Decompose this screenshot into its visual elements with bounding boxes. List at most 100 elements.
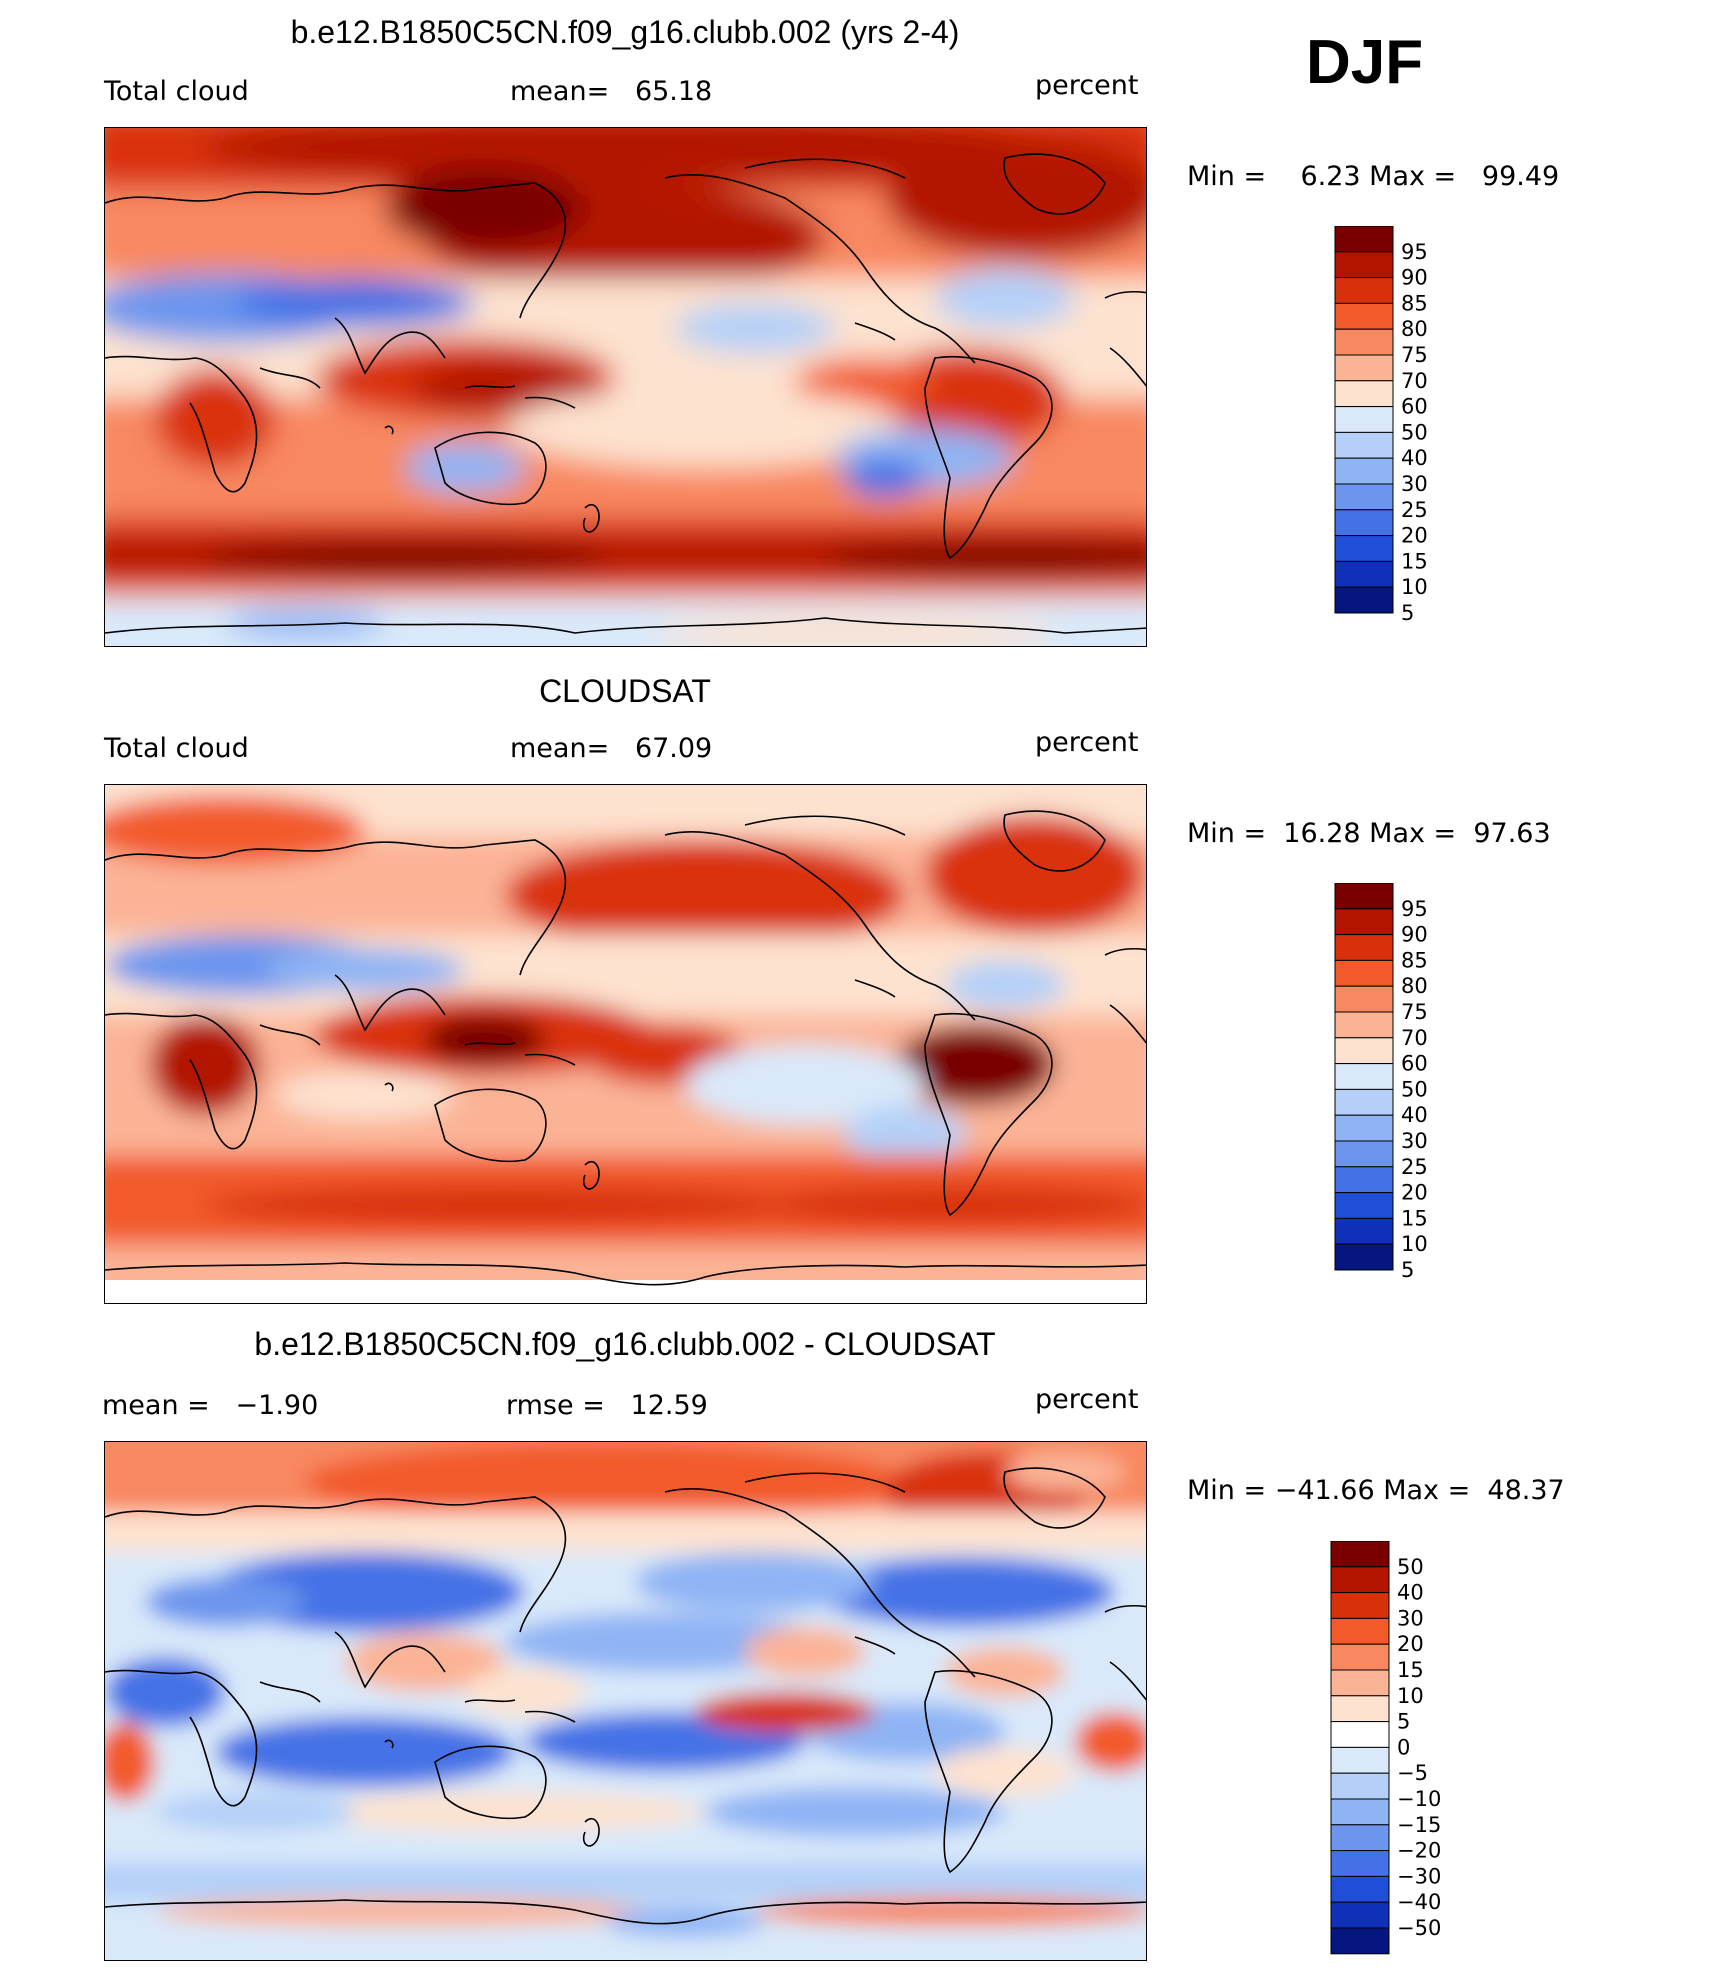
panel-3-mean-label: mean = −1.90 [102,1390,319,1421]
colorbar-tick-label: 40 [1397,1581,1424,1605]
panel-1-mean-label: mean= 65.18 [510,76,713,107]
colorbar-swatch [1334,251,1394,279]
panel-1-variable-label: Total cloud [104,76,249,107]
colorbar-swatch [1330,1617,1390,1645]
colorbar-tick-label: 90 [1401,923,1428,947]
panel-1-title: b.e12.B1850C5CN.f09_g16.clubb.002 (yrs 2… [290,14,960,50]
colorbar-tick-label: 70 [1401,369,1428,393]
colorbar-tick-label: 95 [1401,897,1428,921]
colorbar-swatch [1334,883,1394,910]
colorbar-swatch [1334,1217,1394,1245]
season-label: DJF [1306,28,1424,97]
colorbar-tick-label: 10 [1401,1232,1428,1256]
colorbar-tick-label: 70 [1401,1026,1428,1050]
colorbar-tick-label: 10 [1397,1684,1424,1708]
colorbar-tick-label: 5 [1401,1258,1414,1282]
colorbar-swatch [1334,431,1394,459]
colorbar-tick-label: 40 [1401,1103,1428,1127]
colorbar-tick-label: 60 [1401,395,1428,419]
colorbar-tick-label: 40 [1401,446,1428,470]
colorbar-tick-label: 80 [1401,974,1428,998]
colorbar-swatch [1334,1063,1394,1090]
colorbar-tick-label: 85 [1401,948,1428,972]
colorbar-tick-label: 20 [1397,1632,1424,1656]
colorbar-swatch [1330,1746,1390,1774]
colorbar-swatch [1334,1114,1394,1142]
colorbar-swatch [1330,1643,1390,1671]
panel-3-minmax: Min = −41.66 Max = 48.37 [1187,1475,1565,1506]
colorbar-swatch [1334,1088,1394,1116]
colorbar-tick-label: 15 [1401,549,1428,573]
colorbar-tick-label: −15 [1397,1813,1441,1837]
colorbar-tick-label: 30 [1401,1129,1428,1153]
panel-2-colorbar-swatches [1334,883,1394,1271]
colorbar-swatch [1334,934,1394,961]
panel-1-minmax: Min = 6.23 Max = 99.49 [1187,161,1560,192]
colorbar-swatch [1334,483,1394,511]
panel-2-title: CLOUDSAT [539,673,711,709]
colorbar-swatch [1334,226,1394,253]
colorbar-swatch [1330,1875,1390,1903]
colorbar-tick-label: 5 [1401,601,1414,625]
colorbar-tick-label: 30 [1397,1606,1424,1630]
panel-3-units-label: percent [1035,1384,1139,1415]
colorbar-tick-label: 50 [1397,1555,1424,1579]
colorbar-swatch [1334,509,1394,537]
panel-1-colorbar-swatches [1334,226,1394,614]
colorbar-tick-label: 80 [1401,317,1428,341]
colorbar-tick-label: 85 [1401,291,1428,315]
colorbar-tick-label: 95 [1401,240,1428,264]
colorbar-swatch [1334,277,1394,304]
colorbar-swatch [1334,1011,1394,1039]
colorbar-swatch [1330,1695,1390,1723]
colorbar-swatch [1330,1901,1390,1929]
colorbar-swatch [1334,1243,1394,1271]
colorbar-tick-label: 90 [1401,266,1428,290]
colorbar-swatch [1330,1798,1390,1826]
colorbar-swatch [1330,1669,1390,1697]
panel-1-map [104,127,1147,647]
colorbar-tick-label: 5 [1397,1710,1410,1734]
colorbar-swatch [1330,1566,1390,1594]
panel-3-title: b.e12.B1850C5CN.f09_g16.clubb.002 - CLOU… [254,1326,996,1362]
colorbar-tick-label: −30 [1397,1864,1441,1888]
panel-2-variable-label: Total cloud [104,733,249,764]
colorbar-swatch [1330,1592,1390,1619]
colorbar-swatch [1334,354,1394,382]
colorbar-swatch [1334,959,1394,987]
colorbar-swatch [1334,985,1394,1013]
panel-2-units-label: percent [1035,727,1139,758]
colorbar-tick-label: −20 [1397,1839,1441,1863]
colorbar-swatch [1334,1166,1394,1194]
colorbar-tick-label: 75 [1401,1000,1428,1024]
colorbar-swatch [1334,535,1394,562]
colorbar-tick-label: 20 [1401,1181,1428,1205]
colorbar-swatch [1334,328,1394,356]
colorbar-swatch [1330,1927,1390,1955]
colorbar-swatch [1334,380,1394,408]
colorbar-tick-label: 60 [1401,1052,1428,1076]
colorbar-swatch [1334,908,1394,936]
panel-3-rmse-label: rmse = 12.59 [506,1390,708,1421]
colorbar-swatch [1330,1721,1390,1748]
colorbar-tick-label: 0 [1397,1735,1410,1759]
colorbar-swatch [1334,457,1394,485]
colorbar-tick-label: 50 [1401,420,1428,444]
colorbar-tick-label: 10 [1401,575,1428,599]
colorbar-swatch [1334,586,1394,614]
colorbar-swatch [1330,1772,1390,1800]
colorbar-swatch [1330,1541,1390,1568]
colorbar-swatch [1334,406,1394,433]
colorbar-swatch [1334,1140,1394,1168]
colorbar-tick-label: −40 [1397,1890,1441,1914]
panel-2-minmax: Min = 16.28 Max = 97.63 [1187,818,1551,849]
colorbar-tick-label: −5 [1397,1761,1428,1785]
colorbar-swatch [1334,302,1394,330]
panel-2-map [104,784,1147,1304]
panel-2-mean-label: mean= 67.09 [510,733,713,764]
